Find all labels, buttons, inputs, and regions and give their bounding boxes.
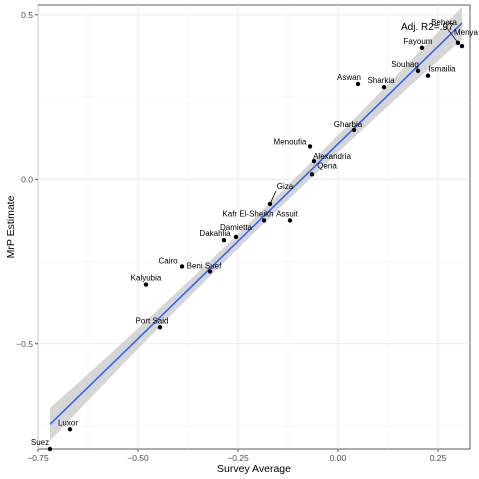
y-axis-title: MrP Estimate: [5, 195, 17, 258]
y-tick-label: −0.5: [16, 339, 33, 349]
label-suez: Suez: [31, 438, 49, 447]
x-tick-label: 0.00: [330, 453, 347, 463]
fit-line-layer: [49, 22, 463, 425]
label-ismailia: Ismailia: [428, 65, 456, 74]
label-menya: Menya: [454, 28, 479, 37]
label-gharbia: Gharbia: [334, 120, 363, 129]
point-fayoum: [419, 45, 425, 50]
x-axis-ticks: −0.75 −0.50 −0.25 0.00 0.25: [27, 449, 447, 463]
point-port-said: [157, 325, 163, 330]
label-cairo: Cairo: [158, 256, 178, 265]
point-qena: [309, 172, 315, 177]
fit-line: [49, 22, 463, 425]
point-giza: [267, 201, 273, 207]
point-sharkia: [381, 85, 387, 90]
point-dakahlia: [221, 237, 227, 243]
point-alexandria: [311, 159, 317, 164]
point-damietta: [233, 234, 239, 240]
label-port-said: Port Said: [136, 316, 169, 325]
point-cairo: [179, 264, 185, 269]
label-beni-suef: Beni Suef: [187, 261, 222, 270]
label-dakahlia: Dakahlia: [199, 229, 231, 238]
label-luxor: Luxor: [58, 418, 78, 427]
y-tick-label: 0.5: [21, 10, 33, 20]
y-axis-ticks: −0.5 0.0 0.5: [16, 10, 38, 349]
point-luxor: [67, 427, 73, 432]
label-alexandria: Alexandria: [313, 152, 351, 161]
label-giza: Giza: [277, 182, 294, 191]
point-gharbia: [351, 127, 357, 133]
points: [47, 40, 465, 452]
leader-giza: [269, 190, 277, 205]
label-qena: Qena: [317, 161, 337, 170]
point-menya: [459, 43, 465, 49]
label-damietta: Damietta: [220, 223, 253, 232]
label-leaders: [269, 26, 459, 205]
x-tick-label: −0.25: [227, 453, 249, 463]
label-menoufia: Menoufia: [274, 137, 307, 146]
point-menoufia: [307, 144, 313, 149]
label-kalyubia: Kalyubia: [131, 274, 162, 283]
point-suez: [47, 446, 53, 452]
leader-behera: [445, 26, 459, 44]
point-kafr-el-sheikh: [261, 218, 267, 223]
point-kalyubia: [143, 282, 149, 287]
label-kafr-el-sheikh: Kafr El-Sheikh: [222, 209, 273, 218]
y-tick-label: 0.0: [21, 174, 33, 184]
label-assuit: Assuit: [276, 209, 299, 218]
label-aswan: Aswan: [337, 73, 361, 82]
label-fayoum: Fayoum: [404, 37, 433, 46]
x-tick-label: −0.75: [27, 453, 49, 463]
x-axis-title: Survey Average: [217, 463, 291, 475]
label-sharkia: Sharkia: [367, 76, 395, 85]
point-souhag: [415, 68, 421, 73]
label-souhag: Souhag: [391, 60, 419, 69]
x-tick-label: −0.50: [127, 453, 149, 463]
point-assuit: [287, 218, 293, 223]
x-tick-label: 0.25: [430, 453, 447, 463]
label-behera: Behera: [431, 18, 457, 27]
point-beni-suef: [207, 269, 213, 274]
point-behera: [455, 40, 461, 46]
point-labels: Suez Luxor Kalyubia Port Said Cairo Beni Suef…: [31, 18, 479, 447]
fit-annotation: Adj. R2=.97: [401, 22, 454, 33]
point-aswan: [355, 81, 361, 87]
point-ismailia: [425, 73, 431, 78]
